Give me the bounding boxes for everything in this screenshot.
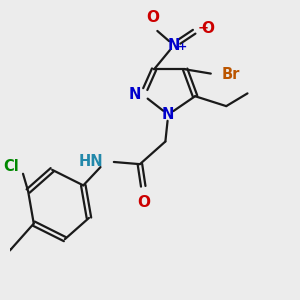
Text: O: O <box>138 195 151 210</box>
Text: O: O <box>146 10 159 25</box>
Text: N: N <box>168 38 180 53</box>
Text: N: N <box>129 87 141 102</box>
Text: O: O <box>202 21 214 36</box>
Text: −: − <box>198 22 209 35</box>
Text: +: + <box>178 42 187 52</box>
Text: HN: HN <box>79 154 104 169</box>
Text: Br: Br <box>221 68 240 82</box>
Text: Cl: Cl <box>3 160 19 175</box>
Text: N: N <box>162 107 174 122</box>
